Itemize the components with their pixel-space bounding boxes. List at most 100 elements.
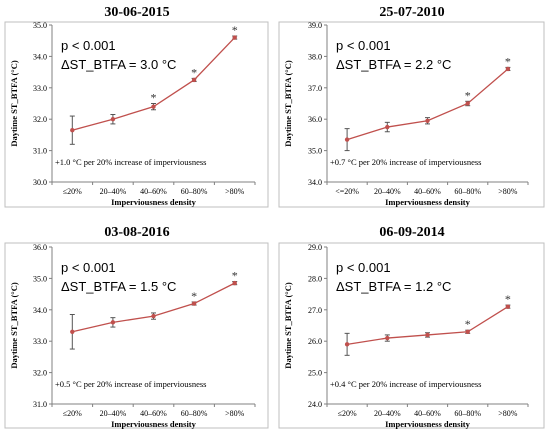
p-value-text: p < 0.001: [61, 260, 116, 275]
y-axis-label: Daytime ST_BTFA (°C): [283, 60, 293, 147]
y-tick-label: 34.0: [33, 52, 47, 61]
x-tick-label: 40–60%: [414, 409, 441, 418]
data-point: [344, 342, 350, 347]
x-tick-label: 40–60%: [414, 187, 441, 196]
y-tick-label: 31.0: [33, 400, 47, 409]
x-tick-label: 20–40%: [374, 409, 401, 418]
delta-text: ΔST_BTFA = 3.0 °C: [61, 57, 176, 72]
significance-star: *: [151, 91, 157, 105]
y-tick-label: 39.0: [308, 21, 322, 30]
p-value-text: p < 0.001: [61, 38, 116, 53]
y-tick-label: 31.0: [33, 147, 47, 156]
data-point: [385, 335, 390, 341]
data-point: [232, 280, 237, 286]
y-tick-label: 30.0: [33, 178, 47, 187]
chart-panel-4: 06-09-2014 24.0 25.0 26.0 27.0 28.0 29.0 ≤20% 20…: [278, 225, 545, 429]
y-axis-label: Daytime ST_BTFA (°C): [9, 282, 19, 369]
y-tick-label: 32.0: [33, 369, 47, 378]
x-tick-label: >80%: [225, 187, 245, 196]
x-axis-label: Imperviousness density: [111, 419, 197, 429]
significance-star: *: [232, 23, 238, 37]
panel-frame: [4, 21, 269, 208]
x-tick-label: <=20%: [335, 187, 359, 196]
data-point: [70, 127, 75, 133]
chart-title: 03-08-2016: [104, 225, 169, 240]
data-point: [465, 329, 470, 334]
chart-panel-2: 25-07-2010 34.0 35.0 36.0 37.0 38.0 39.0 <=20% 2…: [278, 5, 545, 208]
x-tick-label: ≤20%: [63, 409, 82, 418]
y-tick-label: 28.0: [308, 274, 322, 283]
x-tick-label: 60–80%: [454, 187, 481, 196]
data-point: [385, 124, 390, 130]
trend-note: +1.0 °C per 20% increase of imperviousne…: [55, 157, 206, 167]
x-tick-label: 60–80%: [181, 409, 208, 418]
x-tick-label: >80%: [225, 409, 245, 418]
p-value-text: p < 0.001: [336, 38, 391, 53]
chart-title: 25-07-2010: [379, 5, 444, 20]
y-tick-label: 36.0: [308, 115, 322, 124]
series-line: [346, 306, 509, 345]
significance-star: *: [505, 54, 511, 68]
data-point: [151, 313, 156, 319]
y-tick-label: 33.0: [33, 84, 47, 93]
data-point: [232, 35, 237, 40]
data-point: [151, 104, 156, 109]
panel-frame: [278, 242, 545, 429]
significance-star: *: [465, 88, 471, 102]
x-tick-label: 40–60%: [140, 409, 167, 418]
series-line: [346, 68, 509, 141]
y-tick-label: 33.0: [33, 337, 47, 346]
y-tick-label: 27.0: [308, 306, 322, 315]
y-tick-label: 26.0: [308, 337, 322, 346]
chart-panel-1: 30-06-2015 30.0 31.0 32.0 33.0 34.0 35.0 ≤20% 20…: [4, 5, 269, 208]
x-tick-label: 20–40%: [374, 187, 401, 196]
delta-text: ΔST_BTFA = 1.2 °C: [336, 279, 451, 294]
y-tick-label: 35.0: [33, 21, 47, 30]
data-point: [191, 77, 197, 83]
chart-panel-3: 03-08-2016 31.0 32.0 33.0 34.0 35.0 36.0 ≤20% 20…: [4, 225, 269, 429]
trend-note: +0.7 °C per 20% increase of imperviousne…: [330, 157, 481, 167]
x-axis-label: Imperviousness density: [385, 419, 471, 429]
significance-star: *: [505, 292, 511, 306]
panel-frame: [278, 21, 545, 208]
data-point: [425, 118, 430, 123]
x-axis-label: Imperviousness density: [385, 197, 471, 207]
trend-note: +0.5 °C per 20% increase of imperviousne…: [55, 379, 206, 389]
x-tick-label: >80%: [498, 409, 518, 418]
x-tick-label: ≤20%: [63, 187, 82, 196]
chart-title: 06-09-2014: [379, 225, 444, 240]
data-point: [425, 332, 430, 338]
x-tick-label: ≤20%: [338, 409, 357, 418]
data-point: [191, 301, 197, 306]
p-value-text: p < 0.001: [336, 260, 391, 275]
y-axis-label: Daytime ST_BTFA (°C): [9, 60, 19, 147]
significance-star: *: [465, 317, 471, 331]
delta-text: ΔST_BTFA = 2.2 °C: [336, 57, 451, 72]
chart-title: 30-06-2015: [104, 5, 169, 20]
y-tick-label: 32.0: [33, 115, 47, 124]
y-tick-label: 24.0: [308, 400, 322, 409]
y-tick-label: 35.0: [33, 274, 47, 283]
data-point: [110, 320, 116, 325]
data-point: [465, 101, 470, 106]
y-tick-label: 34.0: [33, 306, 47, 315]
x-tick-label: >80%: [498, 187, 518, 196]
x-axis-label: Imperviousness density: [111, 197, 197, 207]
x-tick-label: 20–40%: [100, 409, 127, 418]
panel-frame: [4, 242, 269, 429]
x-tick-label: 40–60%: [140, 187, 167, 196]
significance-star: *: [191, 65, 197, 79]
significance-star: *: [191, 289, 197, 303]
y-tick-label: 35.0: [308, 147, 322, 156]
y-tick-label: 29.0: [308, 243, 322, 252]
x-tick-label: 20–40%: [100, 187, 127, 196]
y-tick-label: 25.0: [308, 369, 322, 378]
x-tick-label: 60–80%: [181, 187, 208, 196]
y-tick-label: 37.0: [308, 84, 322, 93]
data-point: [110, 117, 116, 122]
delta-text: ΔST_BTFA = 1.5 °C: [61, 279, 176, 294]
data-point: [505, 304, 511, 309]
y-tick-label: 36.0: [33, 243, 47, 252]
data-point: [505, 66, 511, 72]
